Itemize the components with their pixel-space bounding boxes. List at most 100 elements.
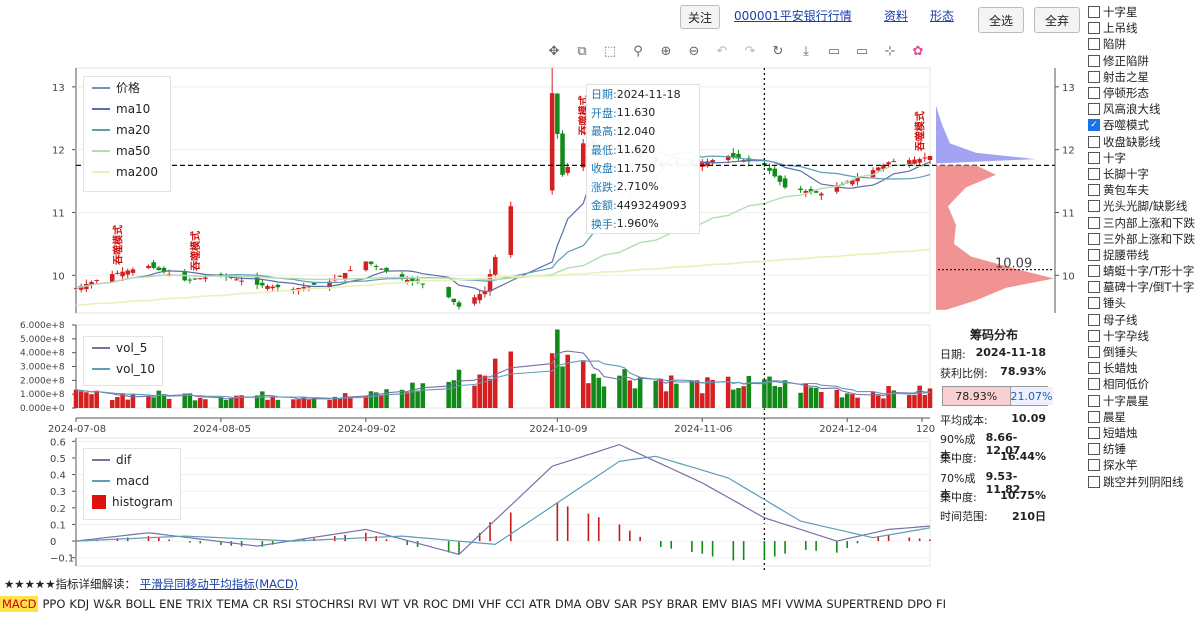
pattern-checkbox[interactable]: 十字晨星 [1088, 393, 1200, 409]
checkbox-icon[interactable] [1088, 346, 1100, 359]
checkbox-icon[interactable] [1088, 135, 1100, 148]
pattern-checkbox[interactable]: 倒锤头 [1088, 344, 1200, 360]
checkbox-icon[interactable] [1088, 167, 1100, 180]
pattern-checkbox[interactable]: 修正陷阱 [1088, 53, 1200, 69]
indicator-tab[interactable]: RSI [272, 597, 292, 611]
indicator-tab[interactable]: EMV [701, 597, 727, 611]
checkbox-icon[interactable]: ✓ [1088, 119, 1100, 132]
stock-quote-link[interactable]: 000001平安银行行情 [734, 9, 852, 23]
indicator-tab[interactable]: WT [380, 597, 400, 611]
pattern-checkbox[interactable]: 风高浪大线 [1088, 101, 1200, 117]
indicator-tab[interactable]: VR [403, 597, 419, 611]
pattern-checkbox[interactable]: 陷阱 [1088, 36, 1200, 52]
checkbox-icon[interactable] [1088, 232, 1100, 245]
zoom-out-icon[interactable]: ⊖ [688, 43, 700, 59]
checkbox-icon[interactable] [1088, 151, 1100, 164]
indicator-tab[interactable]: VHF [478, 597, 502, 611]
indicator-tab[interactable]: PSY [641, 597, 663, 611]
checkbox-icon[interactable] [1088, 216, 1100, 229]
checkbox-icon[interactable] [1088, 6, 1100, 19]
indicator-tab[interactable]: SUPERTREND [826, 597, 904, 611]
indicator-tab[interactable]: MACD [0, 596, 39, 612]
checkbox-icon[interactable] [1088, 329, 1100, 342]
pattern-checkbox[interactable]: 蜻蜓十字/T形十字 [1088, 263, 1200, 279]
checkbox-icon[interactable] [1088, 38, 1100, 51]
reset-icon[interactable]: ↻ [772, 43, 784, 59]
pattern-checkbox[interactable]: 上吊线 [1088, 20, 1200, 36]
pattern-checkbox[interactable]: 射击之星 [1088, 69, 1200, 85]
pattern-link[interactable]: 形态 [930, 9, 955, 23]
indicator-tab[interactable]: STOCHRSI [295, 597, 355, 611]
pattern-checkbox[interactable]: 墓碑十字/倒T十字 [1088, 279, 1200, 295]
zoom-in-icon[interactable]: ⊕ [660, 43, 672, 59]
select-all-button[interactable]: 全选 [978, 7, 1024, 33]
box-zoom-icon[interactable]: ⧉ [577, 43, 587, 59]
indicator-tab[interactable]: VWMA [785, 597, 823, 611]
checkbox-icon[interactable] [1088, 475, 1100, 488]
indicator-tab[interactable]: DMA [554, 597, 582, 611]
pattern-checkbox[interactable]: 三外部上涨和下跌 [1088, 231, 1200, 247]
undo-icon[interactable]: ↶ [716, 43, 728, 59]
indicator-tab[interactable]: FI [936, 597, 947, 611]
indicator-tab[interactable]: BOLL [125, 597, 156, 611]
checkbox-icon[interactable] [1088, 394, 1100, 407]
profile-link[interactable]: 资料 [884, 9, 909, 23]
pattern-checkbox[interactable]: 纺锤 [1088, 441, 1200, 457]
pattern-checkbox[interactable]: 探水竿 [1088, 457, 1200, 473]
checkbox-icon[interactable] [1088, 54, 1100, 67]
checkbox-icon[interactable] [1088, 459, 1100, 472]
indicator-tab[interactable]: KDJ [69, 597, 90, 611]
checkbox-icon[interactable] [1088, 200, 1100, 213]
pan-icon[interactable]: ✥ [548, 43, 560, 59]
redo-icon[interactable]: ↷ [744, 43, 756, 59]
hover-icon-2[interactable]: ▭ [855, 43, 869, 59]
box-select-icon[interactable]: ⬚ [603, 43, 617, 59]
indicator-tab[interactable]: BRAR [666, 597, 698, 611]
crosshair-icon[interactable]: ⊹ [884, 43, 896, 59]
checkbox-icon[interactable] [1088, 378, 1100, 391]
checkbox-icon[interactable] [1088, 281, 1100, 294]
checkbox-icon[interactable] [1088, 297, 1100, 310]
pattern-checkbox[interactable]: 收盘缺影线 [1088, 134, 1200, 150]
indicator-tab[interactable]: DMI [452, 597, 475, 611]
checkbox-icon[interactable] [1088, 313, 1100, 326]
pattern-checkbox[interactable]: ✓ 吞噬模式 [1088, 117, 1200, 133]
save-icon[interactable]: ⤓ [803, 43, 809, 59]
pattern-checkbox[interactable]: 相同低价 [1088, 376, 1200, 392]
pattern-checkbox[interactable]: 捉腰带线 [1088, 247, 1200, 263]
pattern-checkbox[interactable]: 锤头 [1088, 295, 1200, 311]
explain-link[interactable]: 平滑异同移动平均指标(MACD) [139, 577, 299, 591]
pattern-checkbox[interactable]: 长脚十字 [1088, 166, 1200, 182]
indicator-tab[interactable]: BIAS [730, 597, 758, 611]
indicator-tab[interactable]: CCI [505, 597, 525, 611]
indicator-tab[interactable]: ROC [423, 597, 449, 611]
checkbox-icon[interactable] [1088, 443, 1100, 456]
pattern-checkbox[interactable]: 十字星 [1088, 4, 1200, 20]
pattern-checkbox[interactable]: 晨星 [1088, 409, 1200, 425]
pattern-checkbox[interactable]: 十字孕线 [1088, 328, 1200, 344]
indicator-tab[interactable]: MFI [761, 597, 782, 611]
indicator-tab[interactable]: OBV [585, 597, 610, 611]
checkbox-icon[interactable] [1088, 70, 1100, 83]
follow-button[interactable]: 关注 [680, 5, 720, 29]
indicator-tab[interactable]: SAR [613, 597, 638, 611]
pattern-checkbox[interactable]: 短蜡烛 [1088, 425, 1200, 441]
indicator-tab[interactable]: RVI [358, 597, 377, 611]
indicator-tab[interactable]: TRIX [186, 597, 213, 611]
indicator-tab[interactable]: CR [252, 597, 269, 611]
bokeh-logo-icon[interactable]: ✿ [912, 43, 924, 59]
checkbox-icon[interactable] [1088, 184, 1100, 197]
checkbox-icon[interactable] [1088, 248, 1100, 261]
checkbox-icon[interactable] [1088, 87, 1100, 100]
select-none-button[interactable]: 全弃 [1034, 7, 1080, 33]
indicator-tab[interactable]: TEMA [216, 597, 249, 611]
pattern-checkbox[interactable]: 长蜡烛 [1088, 360, 1200, 376]
checkbox-icon[interactable] [1088, 265, 1100, 278]
indicator-tab[interactable]: W&R [93, 597, 122, 611]
pattern-checkbox[interactable]: 光头光脚/缺影线 [1088, 198, 1200, 214]
checkbox-icon[interactable] [1088, 22, 1100, 35]
pattern-checkbox[interactable]: 黄包车夫 [1088, 182, 1200, 198]
indicator-tab[interactable]: PPO [42, 597, 66, 611]
pattern-checkbox[interactable]: 跳空并列阴阳线 [1088, 473, 1200, 489]
